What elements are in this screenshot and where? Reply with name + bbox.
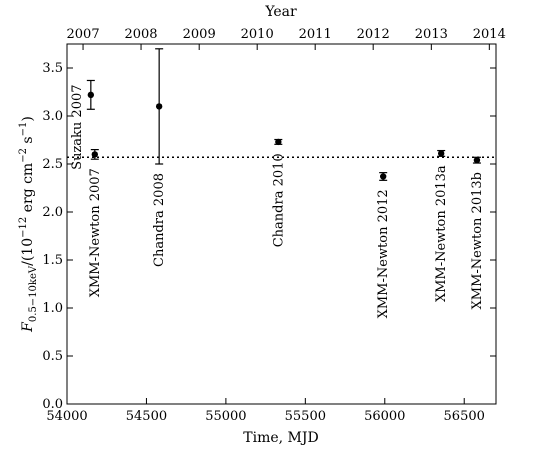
point-label: XMM-Newton 2012 xyxy=(376,189,391,318)
y-axis-title: F0.5−10keV/(10−12 erg cm−2 s−1) xyxy=(18,116,39,333)
x-axis-title: Time, MJD xyxy=(243,430,318,446)
top-tick-label: 2010 xyxy=(241,27,274,42)
y-tick-label: 0.0 xyxy=(42,397,63,412)
top-tick-label: 2009 xyxy=(183,27,216,42)
top-tick-label: 2013 xyxy=(415,27,448,42)
y-tick-label: 2.5 xyxy=(42,157,63,172)
x-tick-label: 55000 xyxy=(205,409,246,424)
data-point xyxy=(155,103,163,110)
top-axis-title: Year xyxy=(264,4,297,20)
x-tick-label: 56500 xyxy=(444,409,485,424)
data-point xyxy=(379,173,387,180)
data-point xyxy=(87,91,95,99)
point-label: XMM-Newton 2013b xyxy=(470,172,485,309)
point-label: XMM-Newton 2013a xyxy=(434,165,449,302)
point-label: Chandra 2008 xyxy=(152,173,167,267)
point-label: XMM-Newton 2007 xyxy=(88,168,103,297)
data-point xyxy=(437,150,445,157)
x-tick-label: 55500 xyxy=(285,409,326,424)
y-tick-label: 3.0 xyxy=(42,109,63,124)
top-tick-label: 2014 xyxy=(473,27,506,42)
y-tick-label: 3.5 xyxy=(42,61,63,76)
top-tick-label: 2008 xyxy=(124,27,157,42)
data-point xyxy=(91,151,99,158)
top-tick-label: 2012 xyxy=(357,27,390,42)
y-tick-label: 0.5 xyxy=(42,349,63,364)
y-tick-label: 1.0 xyxy=(42,301,63,316)
top-tick-label: 2007 xyxy=(67,27,100,42)
plot-frame xyxy=(66,43,497,405)
x-tick-label: 54500 xyxy=(126,409,167,424)
x-tick-label: 56000 xyxy=(364,409,405,424)
y-tick-label: 1.5 xyxy=(42,253,63,268)
y-tick-label: 2.0 xyxy=(42,205,63,220)
data-point xyxy=(275,138,282,146)
top-tick-label: 2011 xyxy=(299,27,332,42)
point-label: Suzaku 2007 xyxy=(70,84,85,169)
ticks: 54000 54500 55000 55500 56000 56500 0.0 0.5 1.0 1… xyxy=(42,27,506,424)
data-point xyxy=(473,156,481,164)
x-tick-label: 54000 xyxy=(46,409,87,424)
point-label: Chandra 2010 xyxy=(271,153,286,247)
data-points xyxy=(86,48,481,181)
